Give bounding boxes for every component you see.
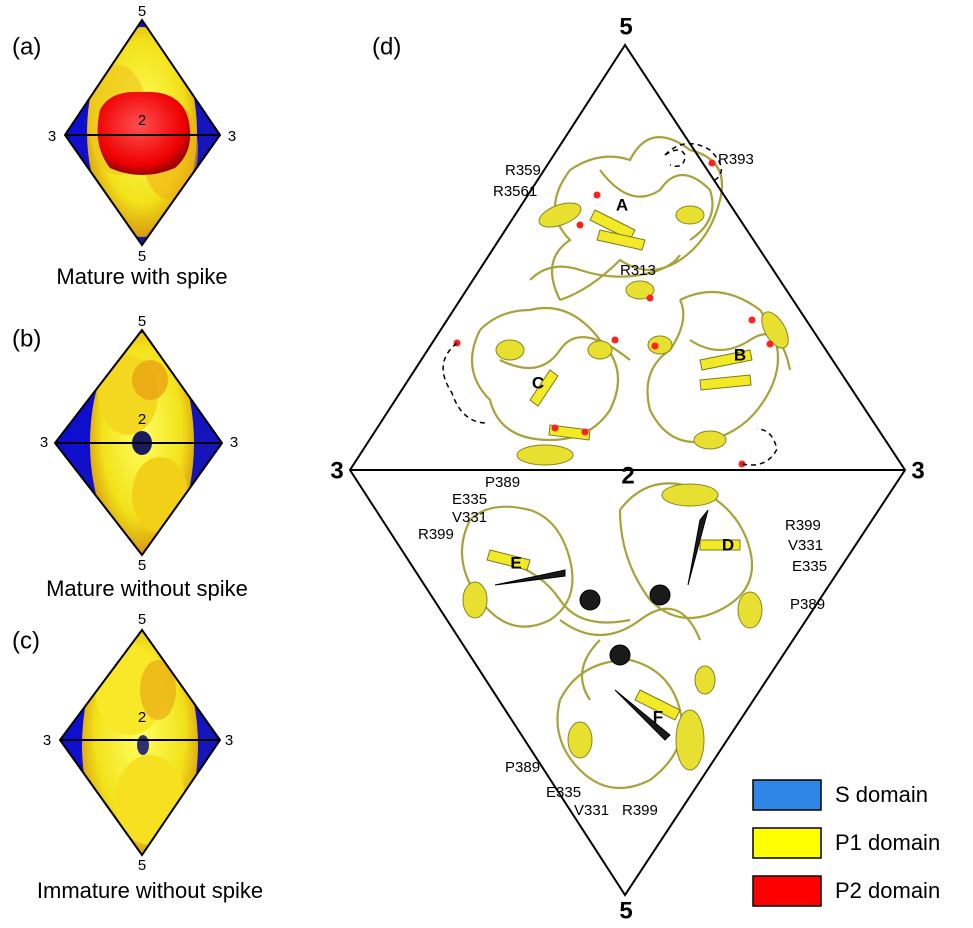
chain-label: D — [722, 535, 734, 554]
legend: S domain P1 domain P2 domain — [752, 779, 940, 907]
symmetry-label: 2 — [138, 709, 146, 726]
residue-label: P389 — [505, 759, 540, 776]
symmetry-label: 3 — [228, 128, 236, 145]
residue-label: V331 — [788, 537, 823, 554]
legend-label: P1 domain — [835, 830, 940, 855]
panel-label: (a) — [12, 33, 41, 60]
diamond — [63, 18, 222, 247]
panel-caption: Mature without spike — [46, 576, 248, 601]
symmetry-label: 3 — [330, 457, 343, 484]
residue-label: V331 — [574, 802, 609, 819]
residue-label: P389 — [485, 474, 520, 491]
legend-swatch — [752, 875, 822, 907]
legend-label: S domain — [835, 782, 928, 807]
symmetry-label: 3 — [40, 434, 48, 451]
symmetry-label: 3 — [48, 128, 56, 145]
chain-label: C — [532, 373, 544, 392]
residue-label: R393 — [718, 151, 754, 168]
legend-label: P2 domain — [835, 878, 940, 903]
panel-caption: Mature with spike — [56, 264, 227, 289]
symmetry-label: 5 — [138, 857, 146, 874]
panel-label: (d) — [372, 33, 401, 60]
residue-label: V331 — [452, 509, 487, 526]
symmetry-label: 2 — [138, 112, 146, 129]
diamond — [58, 628, 222, 857]
residue-label: R3561 — [493, 183, 537, 200]
diamond — [348, 43, 907, 897]
symmetry-label: 5 — [138, 313, 146, 330]
residue-label: R313 — [620, 262, 656, 279]
residue-label: P389 — [790, 596, 825, 613]
chain-label: A — [616, 195, 628, 214]
chain-label: F — [653, 707, 663, 726]
legend-swatch — [752, 779, 822, 811]
residue-label: R399 — [418, 526, 454, 543]
panel-label: (c) — [12, 627, 40, 654]
symmetry-label: 5 — [138, 557, 146, 574]
diamond — [53, 328, 224, 557]
symmetry-label: 5 — [138, 248, 146, 265]
symmetry-label: 5 — [619, 13, 632, 40]
symmetry-label: 5 — [138, 611, 146, 628]
panel-label: (b) — [12, 325, 41, 352]
residue-label: E335 — [546, 784, 581, 801]
symmetry-label: 2 — [621, 462, 634, 489]
symmetry-label: 5 — [619, 897, 632, 923]
symmetry-label: 3 — [911, 457, 924, 484]
panel-caption: Immature without spike — [37, 878, 263, 903]
map-c — [60, 630, 220, 855]
residue-label: R359 — [505, 162, 541, 179]
chain-label: B — [734, 345, 746, 364]
symmetry-label: 3 — [230, 434, 238, 451]
map-a — [65, 20, 220, 245]
ribbon-structure — [442, 136, 792, 790]
residue-label: E335 — [792, 558, 827, 575]
symmetry-label: 3 — [43, 732, 51, 749]
symmetry-label: 3 — [225, 732, 233, 749]
residue-label: R399 — [622, 802, 658, 819]
chain-label: E — [510, 553, 521, 572]
residue-label: R399 — [785, 517, 821, 534]
legend-swatch — [752, 827, 822, 859]
symmetry-label: 5 — [138, 3, 146, 20]
residue-label: E335 — [452, 491, 487, 508]
symmetry-label: 2 — [138, 411, 146, 428]
